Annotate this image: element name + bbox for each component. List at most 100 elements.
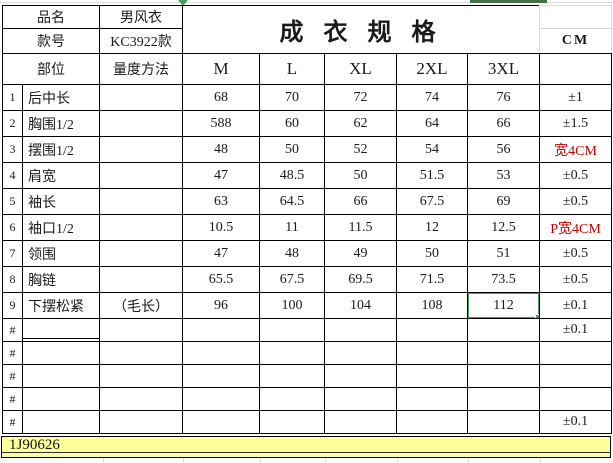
cell-row-num[interactable]: 1 bbox=[2, 84, 23, 111]
cell-value[interactable]: 66 bbox=[324, 188, 397, 215]
cell-value[interactable]: 69.5 bbox=[324, 266, 397, 293]
cell-value[interactable]: 108 bbox=[396, 292, 468, 319]
cell-value[interactable]: 10.5 bbox=[182, 214, 260, 241]
cell-value[interactable]: 71.5 bbox=[396, 266, 468, 293]
cell-method-header[interactable]: 量度方法 bbox=[99, 53, 183, 85]
cell-tolerance-header[interactable] bbox=[539, 53, 613, 85]
cell-value[interactable] bbox=[466, 318, 541, 342]
cell-value[interactable]: 50 bbox=[396, 240, 468, 267]
cell-value[interactable]: 69 bbox=[466, 188, 541, 215]
cell-tolerance[interactable]: 宽4CM bbox=[539, 136, 613, 163]
footer-code[interactable]: 1J90626 bbox=[2, 437, 610, 453]
cell-tolerance[interactable] bbox=[539, 364, 613, 388]
cell-value[interactable]: 76 bbox=[466, 84, 541, 111]
cell-tolerance[interactable]: ±0.1 bbox=[539, 410, 613, 434]
cell-value[interactable] bbox=[259, 341, 325, 365]
cell-method[interactable] bbox=[99, 84, 183, 111]
cell-method[interactable] bbox=[99, 136, 183, 163]
cell-value[interactable]: 47 bbox=[182, 240, 260, 267]
cell-value[interactable] bbox=[259, 364, 325, 388]
cell-value[interactable]: 588 bbox=[182, 110, 260, 137]
cell-method[interactable] bbox=[99, 387, 183, 411]
cell-part[interactable]: 胸链 bbox=[22, 266, 100, 293]
cell-value[interactable] bbox=[466, 364, 541, 388]
cell-value[interactable]: 64.5 bbox=[259, 188, 325, 215]
cell-value[interactable]: 74 bbox=[396, 84, 468, 111]
cell-value-selected[interactable]: 112 bbox=[466, 292, 541, 319]
cell-tolerance[interactable]: ±0.1 bbox=[539, 292, 613, 319]
cell-row-num[interactable]: 2 bbox=[2, 110, 23, 137]
cell-value[interactable]: 72 bbox=[324, 84, 397, 111]
cell-part[interactable]: 胸围1/2 bbox=[22, 110, 100, 137]
cell-style-value[interactable]: KC3922款 bbox=[99, 28, 183, 54]
cell-tolerance[interactable]: ±1 bbox=[539, 84, 613, 111]
cell-value[interactable] bbox=[259, 387, 325, 411]
cell-value[interactable]: 64 bbox=[396, 110, 468, 137]
cell-value[interactable] bbox=[396, 364, 468, 388]
cell-value[interactable] bbox=[182, 318, 260, 342]
cell-value[interactable] bbox=[324, 410, 397, 434]
cell-row-num[interactable]: # bbox=[2, 341, 23, 365]
cell-empty-top-right[interactable] bbox=[539, 5, 613, 29]
cell-part[interactable]: 肩宽 bbox=[22, 162, 100, 189]
cell-value[interactable]: 54 bbox=[396, 136, 468, 163]
cell-row-num[interactable]: 6 bbox=[2, 214, 23, 241]
footer-bar[interactable]: 1J90626 bbox=[1, 436, 611, 458]
cell-tolerance[interactable]: ±0.1 bbox=[539, 318, 613, 342]
cell-row-num[interactable]: 4 bbox=[2, 162, 23, 189]
cell-value[interactable] bbox=[182, 387, 260, 411]
cell-method[interactable] bbox=[99, 214, 183, 241]
cell-tolerance[interactable]: ±0.5 bbox=[539, 188, 613, 215]
cell-value[interactable]: 51 bbox=[466, 240, 541, 267]
cell-value[interactable]: 104 bbox=[324, 292, 397, 319]
cell-tolerance[interactable]: P宽4CM bbox=[539, 214, 613, 241]
cell-part[interactable] bbox=[22, 341, 100, 365]
cell-value[interactable]: 63 bbox=[182, 188, 260, 215]
cell-value[interactable]: 48.5 bbox=[259, 162, 325, 189]
cell-value[interactable] bbox=[182, 364, 260, 388]
cell-table-title[interactable]: 成 衣 规 格 bbox=[181, 5, 541, 54]
cell-method[interactable] bbox=[99, 341, 183, 365]
cell-value[interactable]: 65.5 bbox=[182, 266, 260, 293]
cell-value[interactable]: 56 bbox=[466, 136, 541, 163]
cell-part-header[interactable]: 部位 bbox=[2, 53, 100, 85]
cell-row-num[interactable]: 5 bbox=[2, 188, 23, 215]
cell-value[interactable]: 73.5 bbox=[466, 266, 541, 293]
cell-value[interactable] bbox=[259, 410, 325, 434]
cell-value[interactable]: 49 bbox=[324, 240, 397, 267]
cell-value[interactable]: 96 bbox=[182, 292, 260, 319]
cell-part[interactable] bbox=[22, 387, 100, 411]
cell-method[interactable] bbox=[99, 318, 183, 342]
cell-value[interactable]: 53 bbox=[466, 162, 541, 189]
cell-product-value[interactable]: 男风衣 bbox=[99, 5, 183, 29]
cell-part[interactable]: 摆围1/2 bbox=[22, 136, 100, 163]
cell-value[interactable]: 60 bbox=[259, 110, 325, 137]
cell-size-3xl[interactable]: 3XL bbox=[466, 53, 541, 85]
cell-value[interactable]: 52 bbox=[324, 136, 397, 163]
cell-size-2xl[interactable]: 2XL bbox=[396, 53, 468, 85]
cell-size-xl[interactable]: XL bbox=[324, 53, 397, 85]
cell-row-num[interactable]: # bbox=[2, 410, 23, 434]
cell-method[interactable] bbox=[99, 410, 183, 434]
cell-style-label[interactable]: 款号 bbox=[2, 28, 100, 54]
cell-value[interactable]: 50 bbox=[324, 162, 397, 189]
cell-part[interactable]: 下摆松紧 bbox=[22, 292, 100, 319]
cell-value[interactable] bbox=[182, 410, 260, 434]
cell-value[interactable]: 48 bbox=[259, 240, 325, 267]
cell-value[interactable]: 48 bbox=[182, 136, 260, 163]
cell-method[interactable] bbox=[99, 162, 183, 189]
cell-value[interactable]: 67.5 bbox=[259, 266, 325, 293]
cell-tolerance[interactable]: ±1.5 bbox=[539, 110, 613, 137]
cell-value[interactable]: 100 bbox=[259, 292, 325, 319]
cell-value[interactable]: 68 bbox=[182, 84, 260, 111]
cell-value[interactable] bbox=[324, 387, 397, 411]
cell-value[interactable]: 47 bbox=[182, 162, 260, 189]
cell-value[interactable]: 66 bbox=[466, 110, 541, 137]
cell-row-num[interactable]: 9 bbox=[2, 292, 23, 319]
cell-size-l[interactable]: L bbox=[259, 53, 325, 85]
cell-method[interactable] bbox=[99, 188, 183, 215]
cell-value[interactable]: 11 bbox=[259, 214, 325, 241]
cell-row-num[interactable]: 3 bbox=[2, 136, 23, 163]
cell-value[interactable]: 12.5 bbox=[466, 214, 541, 241]
cell-value[interactable]: 50 bbox=[259, 136, 325, 163]
